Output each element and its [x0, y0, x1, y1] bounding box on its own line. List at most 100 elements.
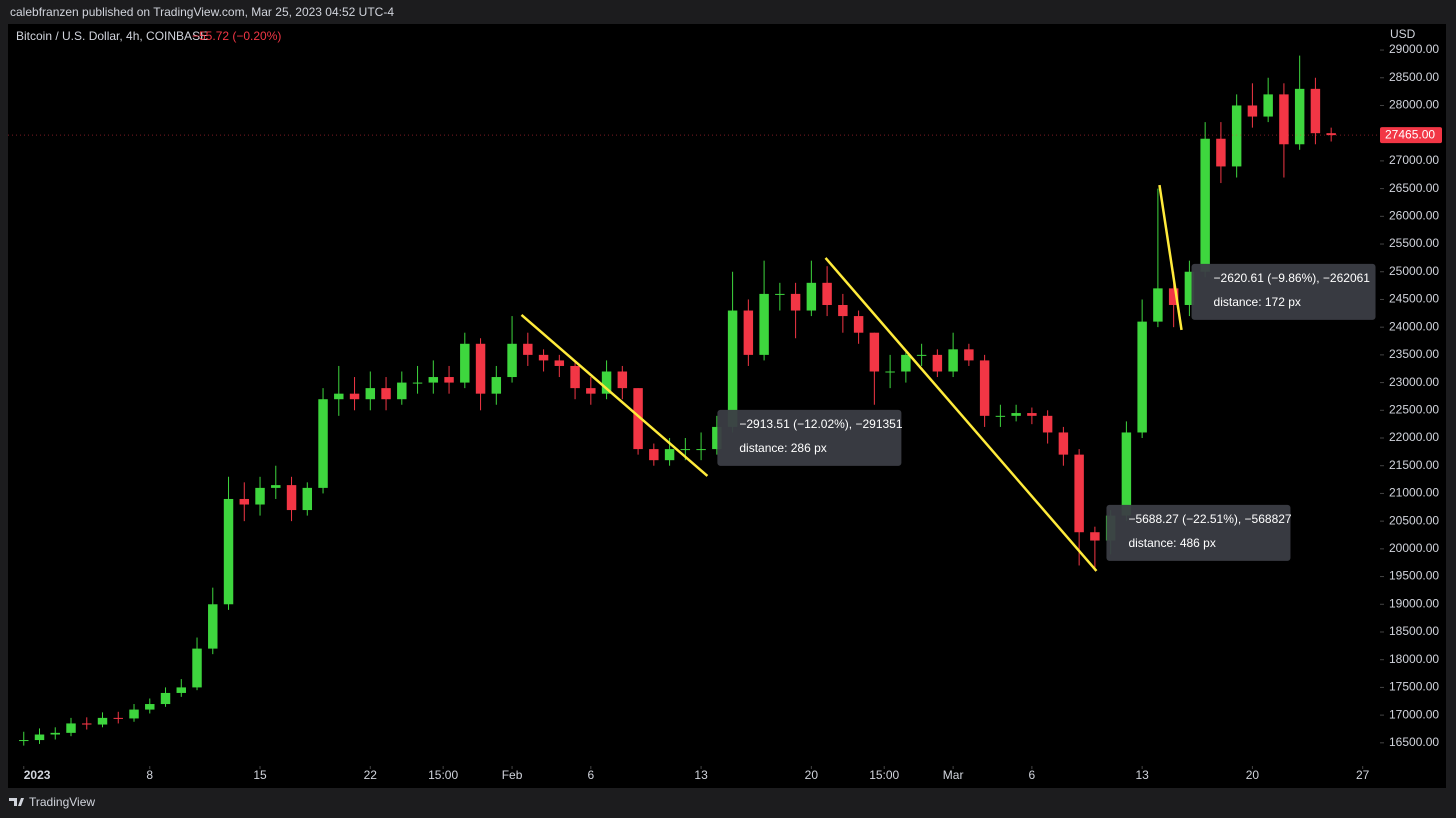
candle-body [964, 349, 974, 361]
candle-body [66, 723, 76, 733]
candle-body [1027, 413, 1037, 416]
x-tick-label: 22 [364, 768, 378, 782]
y-tick-label: 21000.00 [1389, 486, 1439, 500]
last-price-tag: 27465.00 [1385, 127, 1435, 141]
candle-body [1279, 94, 1289, 145]
candle-body [208, 604, 218, 649]
x-tick-label: Mar [943, 768, 964, 782]
x-tick-label: 15 [253, 768, 267, 782]
x-tick-label: Feb [502, 768, 523, 782]
candle-body [444, 377, 454, 383]
candle-body [979, 360, 990, 416]
candle-body [554, 360, 565, 366]
y-tick-label: 28000.00 [1389, 98, 1439, 112]
candle-body [932, 354, 943, 372]
y-tick-label: 19000.00 [1389, 596, 1439, 610]
candle-body [97, 717, 108, 725]
candle-body [680, 449, 691, 451]
candle-body [759, 293, 769, 355]
y-tick-label: 22000.00 [1389, 430, 1439, 444]
measure-box-bg [1106, 504, 1291, 561]
candle-body [239, 498, 250, 505]
candle-body [838, 304, 848, 317]
candle-body [1231, 105, 1242, 167]
y-tick-label: 26500.00 [1389, 181, 1439, 195]
candle-body [1042, 415, 1053, 433]
candle-body [1263, 94, 1273, 117]
candle-body [1074, 454, 1084, 533]
candle-body [381, 388, 391, 400]
x-tick-label: 27 [1356, 768, 1370, 782]
y-tick-label: 24500.00 [1389, 292, 1439, 306]
x-tick-label: 6 [587, 768, 594, 782]
candle-body [1090, 532, 1100, 541]
y-tick-label: 18000.00 [1389, 652, 1439, 666]
y-tick-label: 22500.00 [1389, 402, 1439, 416]
measure-distance: distance: 172 px [1214, 295, 1301, 309]
candle-body [334, 393, 344, 400]
y-tick-label: 25500.00 [1389, 236, 1439, 250]
candle-body [460, 343, 470, 383]
x-tick-label: 6 [1029, 768, 1036, 782]
candle-body [160, 692, 171, 705]
measure-label: −2913.51 (−12.02%), −291351 [739, 417, 902, 431]
candle-body [1153, 288, 1163, 322]
measure-line [824, 257, 1098, 572]
measure-box: −2913.51 (−12.02%), −291351 distance: 286… [717, 409, 903, 466]
candle-body [271, 485, 281, 488]
candle-body [696, 449, 706, 451]
candle-body [948, 349, 958, 372]
candle-body [869, 332, 880, 372]
candle-body [428, 377, 439, 383]
candle-body [1326, 133, 1336, 136]
y-tick-label: 26000.00 [1389, 208, 1439, 222]
candle-body [255, 487, 265, 505]
candle-body [1216, 138, 1226, 167]
candle-body [649, 449, 659, 461]
y-tick-label: 29000.00 [1389, 42, 1439, 56]
x-tick-label: 15:00 [428, 768, 458, 782]
candle-body [397, 382, 407, 400]
candle-body [19, 740, 29, 742]
footer-brand: TradingView [29, 795, 95, 809]
y-tick-label: 21500.00 [1389, 458, 1439, 472]
measure-box-bg [1191, 263, 1376, 320]
y-tick-label: 23500.00 [1389, 347, 1439, 361]
candle-body [491, 377, 502, 394]
x-tick-label: 13 [1135, 768, 1149, 782]
candle-body [1011, 413, 1021, 416]
candle-body [286, 485, 297, 511]
x-tick-label: 20 [1246, 768, 1260, 782]
candle-body [743, 310, 754, 355]
measure-box-bg [717, 409, 902, 466]
y-tick-label: 20000.00 [1389, 541, 1439, 555]
candle-body [586, 388, 596, 394]
y-tick-label: 28500.00 [1389, 70, 1439, 84]
candle-body [916, 354, 927, 356]
candle-body [1294, 88, 1305, 145]
x-tick-label: 8 [146, 768, 153, 782]
candle-body [349, 393, 360, 400]
candle-body [1058, 432, 1069, 455]
x-tick-label: 2023 [24, 768, 51, 782]
candle-body [507, 343, 517, 378]
measure-label: −2620.61 (−9.86%), −262061 [1214, 271, 1371, 285]
candle-body [145, 704, 155, 710]
y-tick-label: 20500.00 [1389, 513, 1439, 527]
candle-body [1184, 271, 1195, 305]
candle-body [1121, 432, 1132, 516]
candle-body [1310, 88, 1321, 134]
measure-distance: distance: 486 px [1128, 536, 1215, 550]
candle-body [475, 343, 486, 394]
x-tick-label: 13 [694, 768, 708, 782]
candle-body [113, 717, 123, 719]
measure-distance: distance: 286 px [739, 441, 826, 455]
candle-body [601, 371, 612, 394]
x-tick-label: 15:00 [869, 768, 899, 782]
candle-body [822, 282, 832, 305]
y-tick-label: 18500.00 [1389, 624, 1439, 638]
candle-body [34, 734, 45, 741]
candle-body [192, 648, 202, 688]
candle-body [790, 293, 801, 311]
